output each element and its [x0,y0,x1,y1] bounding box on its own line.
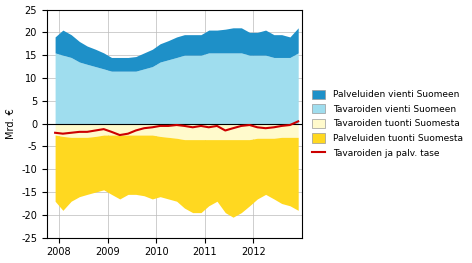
Y-axis label: Mrd. €: Mrd. € [6,108,16,139]
Legend: Palveluiden vienti Suomeen, Tavaroiden vienti Suomeen, Tavaroiden tuonti Suomest: Palveluiden vienti Suomeen, Tavaroiden v… [309,87,465,160]
